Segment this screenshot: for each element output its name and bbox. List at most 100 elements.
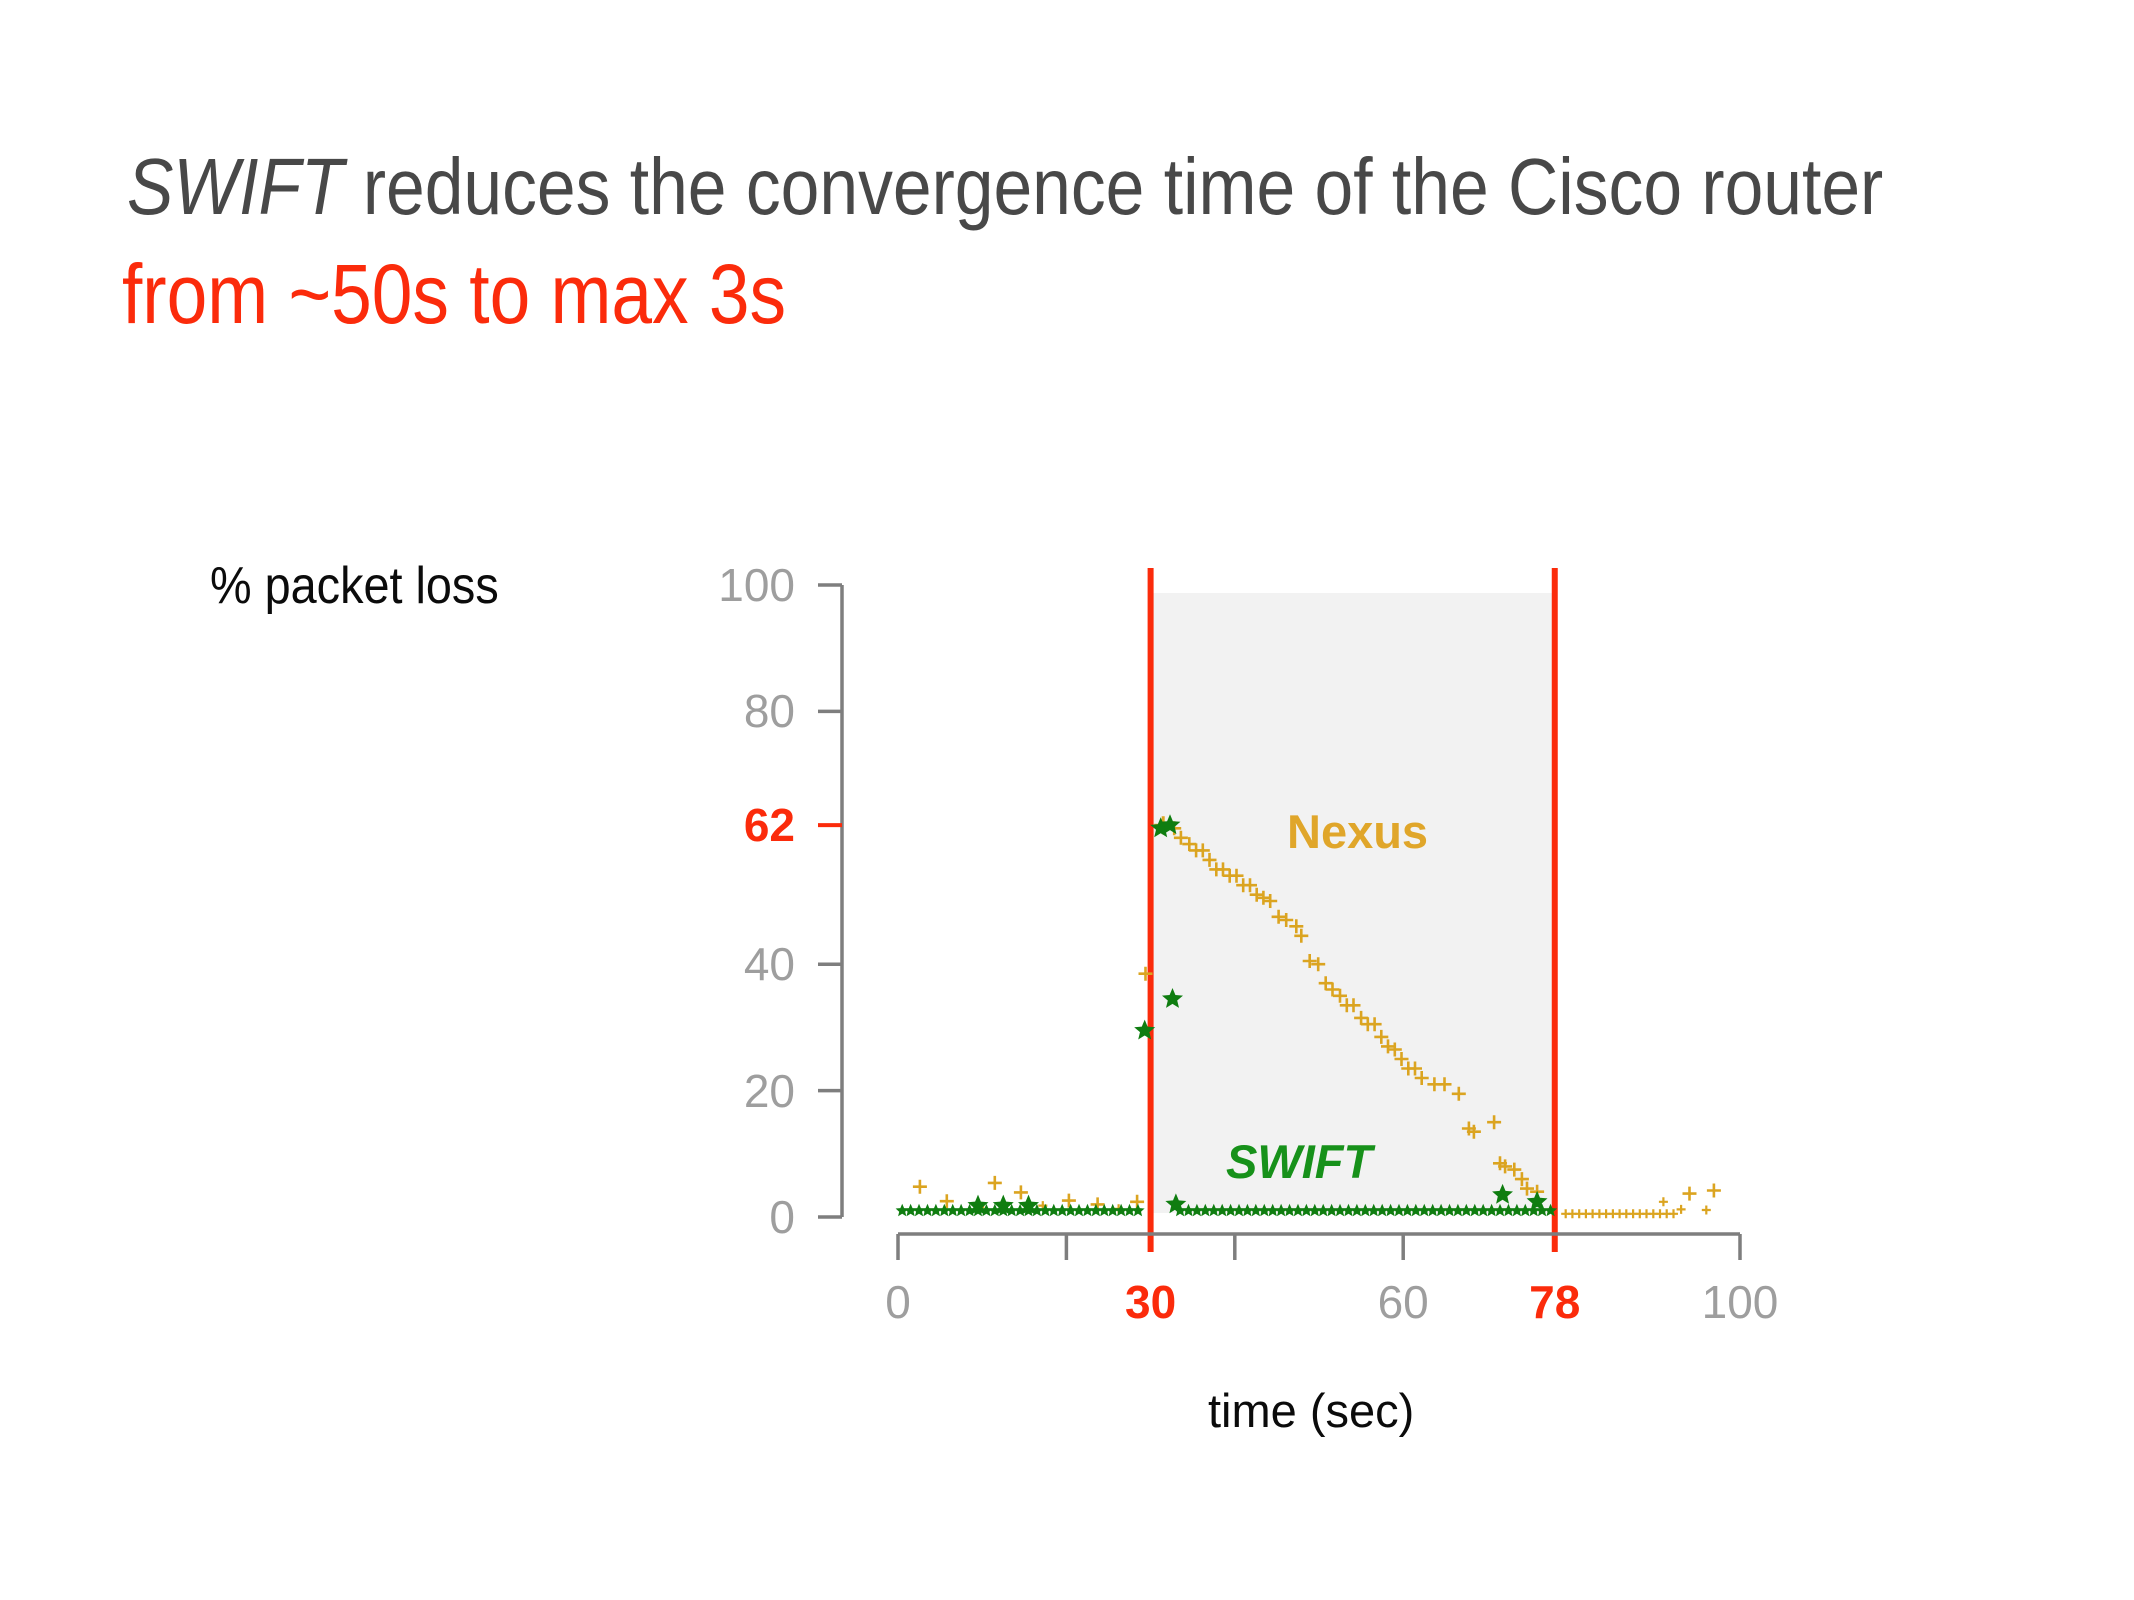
swift-marker <box>1325 1203 1339 1217</box>
swift-marker <box>1131 1203 1145 1217</box>
vline-78 <box>1551 568 1558 1252</box>
swift-marker <box>1299 1203 1313 1217</box>
swift-marker <box>1232 1203 1246 1217</box>
swift-marker <box>1518 1203 1532 1217</box>
title-swift-word: SWIFT <box>127 142 344 231</box>
swift-marker <box>1173 1203 1187 1217</box>
swift-marker <box>1005 1203 1019 1217</box>
swift-marker <box>904 1203 918 1217</box>
swift-marker <box>1409 1203 1423 1217</box>
swift-marker <box>1181 1203 1196 1217</box>
x-tick-label-0: 0 <box>885 1276 911 1328</box>
swift-marker <box>1021 1203 1036 1217</box>
nexus-marker <box>1466 1124 1481 1139</box>
swift-marker <box>1417 1203 1431 1217</box>
swift-marker <box>1492 1183 1513 1204</box>
swift-marker <box>1383 1203 1398 1217</box>
axes <box>818 583 1742 1260</box>
swift-marker <box>1274 1203 1288 1217</box>
nexus-marker <box>1387 1042 1402 1057</box>
nexus-marker <box>1249 887 1264 902</box>
swift-marker <box>937 1203 951 1217</box>
swift-marker <box>1316 1203 1330 1217</box>
nexus-marker <box>1243 878 1257 893</box>
swift-marker <box>1400 1203 1415 1217</box>
x-tick-label-60: 60 <box>1377 1276 1429 1328</box>
swift-marker <box>1114 1203 1128 1217</box>
swift-marker <box>1240 1203 1255 1217</box>
nexus-marker <box>1294 928 1309 943</box>
nexus-marker <box>1289 919 1304 934</box>
swift-marker <box>1282 1203 1297 1217</box>
swift-marker <box>1047 1203 1061 1217</box>
swift-series <box>895 814 1558 1217</box>
swift-marker <box>1493 1203 1507 1217</box>
swift-marker <box>1426 1203 1440 1217</box>
slide-subtitle: from ~50s to max 3s <box>122 247 787 341</box>
nexus-marker <box>1333 988 1347 1003</box>
x-tick-label-30: 30 <box>1125 1276 1177 1328</box>
swift-marker <box>1030 1203 1044 1217</box>
swift-marker <box>988 1203 1002 1217</box>
y-tick-label-20: 20 <box>743 1064 795 1117</box>
swift-marker <box>1134 1019 1156 1040</box>
nexus-marker <box>1263 894 1278 908</box>
swift-marker <box>1442 1203 1457 1217</box>
y-tick-label-0: 0 <box>769 1191 795 1243</box>
nexus-marker <box>1354 1010 1369 1025</box>
swift-marker <box>1089 1203 1103 1217</box>
swift-marker <box>1392 1203 1406 1217</box>
swift-marker <box>1198 1203 1212 1217</box>
nexus-marker <box>1701 1205 1711 1215</box>
x-tick-label-100: 100 <box>1701 1276 1779 1328</box>
nexus-marker <box>1202 852 1217 867</box>
swift-marker <box>1080 1203 1095 1217</box>
swift-marker <box>962 1203 977 1217</box>
nexus-marker <box>1013 1185 1028 1200</box>
nexus-marker <box>1437 1077 1452 1092</box>
nexus-marker <box>1498 1159 1513 1174</box>
swift-marker <box>1459 1203 1473 1217</box>
swift-marker <box>1266 1203 1280 1217</box>
swift-marker <box>1190 1203 1204 1217</box>
nexus-marker <box>1229 868 1244 883</box>
swift-marker <box>1064 1203 1078 1217</box>
nexus-series-label: Nexus <box>1287 805 1429 858</box>
swift-marker <box>1249 1203 1263 1217</box>
swift-marker <box>979 1203 994 1217</box>
y-axis-title: % packet loss <box>210 557 499 615</box>
swift-marker <box>1159 814 1181 835</box>
nexus-marker <box>1669 1209 1678 1219</box>
y-tick-label-100: 100 <box>718 559 795 611</box>
nexus-marker <box>1346 998 1361 1013</box>
swift-marker <box>1333 1203 1347 1217</box>
nexus-marker <box>1507 1162 1522 1177</box>
swift-marker <box>971 1203 985 1217</box>
slide-title: SWIFT reduces the convergence time of th… <box>127 143 1883 231</box>
nexus-marker <box>1514 1172 1529 1187</box>
swift-marker <box>1162 988 1183 1008</box>
swift-marker <box>946 1203 960 1217</box>
swift-marker <box>1375 1203 1389 1217</box>
nexus-marker <box>1182 837 1197 852</box>
nexus-marker <box>912 1179 927 1194</box>
swift-marker <box>1527 1203 1541 1217</box>
nexus-marker <box>1195 843 1210 858</box>
nexus-marker <box>1520 1181 1534 1196</box>
nexus-marker <box>1381 1039 1395 1054</box>
nexus-marker <box>1216 862 1230 877</box>
nexus-marker <box>1311 957 1326 972</box>
swift-marker <box>1072 1203 1086 1217</box>
nexus-marker <box>1394 1052 1409 1066</box>
nexus-marker <box>1706 1183 1721 1198</box>
swift-marker <box>895 1203 909 1217</box>
nexus-marker <box>1676 1204 1686 1214</box>
swift-marker <box>1207 1203 1221 1217</box>
swift-marker <box>1341 1203 1356 1217</box>
nexus-marker <box>1374 1029 1389 1044</box>
swift-marker <box>1501 1203 1516 1217</box>
nexus-marker <box>1302 954 1317 968</box>
x-axis-title: time (sec) <box>1208 1384 1415 1437</box>
